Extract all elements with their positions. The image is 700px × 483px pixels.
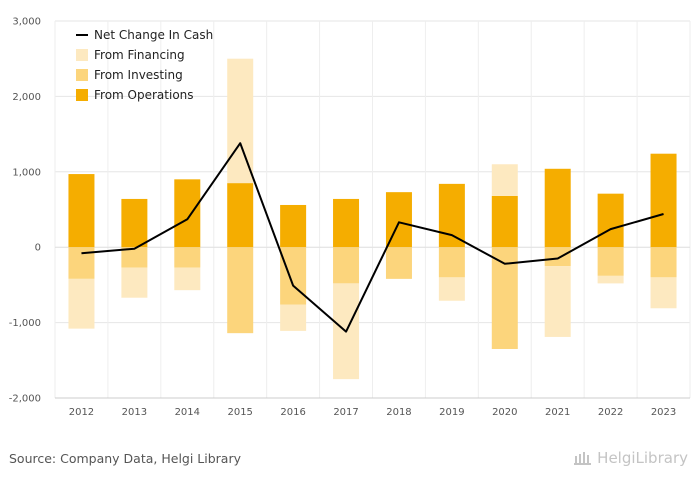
x-tick-label: 2017 (333, 407, 358, 418)
bar-from-financing (227, 58, 254, 184)
y-tick-label: 0 (35, 243, 41, 254)
bar-from-operations (333, 198, 360, 248)
library-icon (574, 452, 592, 465)
bar-from-financing (491, 164, 518, 196)
y-tick-label: 1,000 (12, 167, 41, 178)
y-tick-label: -2,000 (9, 394, 41, 405)
y-tick-label: 3,000 (12, 17, 41, 28)
legend-swatch (76, 89, 88, 101)
brand-name: HelgiLibrary (597, 449, 688, 467)
legend-label: From Operations (94, 88, 194, 102)
x-tick-label: 2016 (280, 407, 305, 418)
bar-from-financing (280, 304, 307, 331)
x-tick-label: 2018 (386, 407, 411, 418)
bar-from-financing (174, 267, 201, 291)
legend-label: From Financing (94, 48, 185, 62)
y-tick-label: -1,000 (9, 318, 41, 329)
y-tick-label: 2,000 (12, 92, 41, 103)
bar-from-investing (121, 247, 148, 268)
legend-swatch (76, 49, 88, 61)
bar-from-financing (544, 266, 571, 337)
x-tick-label: 2020 (492, 407, 517, 418)
bar-from-financing (597, 275, 624, 284)
bar-from-operations (174, 179, 201, 248)
legend-label: Net Change In Cash (94, 28, 213, 42)
net-change-line-group (81, 142, 664, 333)
bar-from-operations (544, 168, 571, 248)
bar-from-investing (333, 247, 360, 284)
bar-from-operations (121, 198, 148, 248)
bar-from-investing (227, 247, 254, 334)
x-tick-label: 2022 (598, 407, 623, 418)
bar-from-operations (491, 195, 518, 248)
bars (68, 58, 677, 380)
bar-from-financing (121, 267, 148, 298)
x-tick-label: 2019 (439, 407, 464, 418)
bar-from-operations (438, 183, 465, 248)
x-tick-label: 2014 (175, 407, 200, 418)
brand-logo: HelgiLibrary (574, 449, 688, 467)
legend: Net Change In Cash From Financing From Inv… (76, 28, 213, 102)
legend-label: From Investing (94, 68, 183, 82)
source-note: Source: Company Data, Helgi Library (9, 451, 242, 466)
bar-from-investing (597, 247, 624, 276)
x-tick-label: 2021 (545, 407, 570, 418)
bar-from-investing (174, 247, 201, 268)
x-tick-label: 2015 (227, 407, 252, 418)
x-tick-label: 2012 (69, 407, 94, 418)
bar-from-financing (68, 278, 95, 329)
bar-from-operations (68, 174, 95, 248)
bar-from-operations (597, 193, 624, 248)
bar-from-investing (280, 247, 307, 305)
axes: 3,000 2,000 1,000 0 -1,000 -2,000 2012 2013 2014… (9, 17, 690, 418)
net-change-line (81, 142, 664, 333)
x-tick-label: 2013 (122, 407, 147, 418)
bar-from-investing (544, 247, 571, 267)
bar-from-investing (385, 247, 412, 279)
legend-swatch (76, 69, 88, 81)
bar-from-investing (438, 247, 465, 278)
bar-from-operations (227, 183, 254, 248)
bar-from-financing (438, 277, 465, 301)
bar-from-financing (650, 277, 677, 309)
bar-from-operations (280, 204, 307, 248)
bar-from-investing (650, 247, 677, 278)
x-tick-label: 2023 (651, 407, 676, 418)
bar-from-operations (650, 153, 677, 248)
